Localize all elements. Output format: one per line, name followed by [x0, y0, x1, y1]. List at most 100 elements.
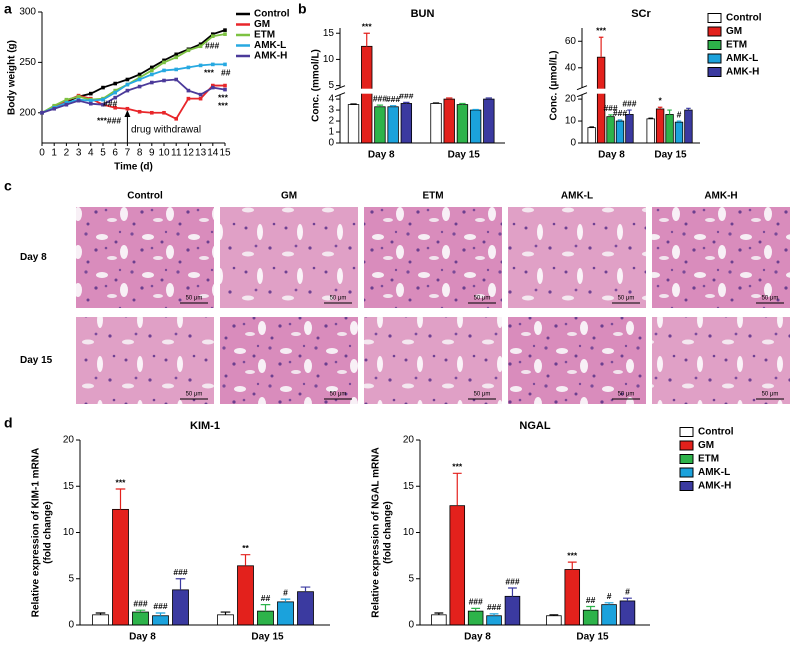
scale-bar-label: 50 μm	[186, 296, 203, 302]
point	[162, 60, 166, 65]
error-bar	[446, 97, 453, 100]
point	[223, 32, 227, 36]
legend-swatch	[707, 53, 722, 64]
legend-swatch	[707, 26, 722, 37]
x-tick-label: Day 8	[129, 632, 156, 643]
chart-title: NGAL	[519, 420, 550, 432]
panel-label: a	[4, 1, 12, 17]
chart-title: SCr	[631, 8, 651, 20]
bar	[132, 611, 149, 626]
column-label: AMK-H	[704, 191, 737, 202]
point	[186, 48, 191, 53]
error-bar	[135, 609, 146, 613]
histology-image	[220, 317, 358, 404]
error-bar	[567, 561, 577, 570]
error-bar	[686, 107, 691, 111]
point	[52, 103, 56, 108]
point	[211, 85, 215, 90]
significance-mark: ###	[603, 103, 617, 113]
error-bar	[280, 598, 291, 602]
bar	[347, 104, 360, 144]
axis-break	[576, 85, 588, 91]
significance-mark: ###	[133, 598, 147, 608]
column-label: ETM	[422, 191, 443, 202]
point	[150, 110, 154, 115]
significance-mark: ***	[452, 462, 463, 472]
y-tick-label: 20	[63, 435, 75, 446]
x-tick-label: 4	[88, 148, 94, 159]
legend-label: Control	[698, 427, 734, 438]
y-tick-label: 40	[565, 62, 577, 73]
legend-swatch	[707, 40, 722, 50]
y-tick-label: 10	[63, 527, 75, 538]
bar	[582, 609, 599, 626]
y-axis-label: Relative expression of KIM-1 mRNA	[31, 448, 42, 618]
bar	[297, 591, 314, 626]
point	[211, 62, 215, 67]
error-bar	[485, 97, 492, 100]
annotation: ***	[218, 92, 229, 102]
bar	[655, 108, 665, 144]
significance-mark: ###	[373, 93, 387, 103]
point	[101, 97, 105, 102]
line-series	[41, 78, 226, 114]
point	[211, 83, 215, 88]
x-tick-label: 0	[39, 148, 45, 159]
error-bar	[459, 102, 466, 105]
panel-label: c	[4, 178, 12, 194]
error-bar	[608, 114, 613, 117]
x-tick-label: 1	[51, 148, 57, 159]
y-tick-label: 3	[328, 105, 334, 116]
annotation: ###	[205, 40, 219, 50]
point	[125, 88, 130, 93]
annotation: ***	[218, 100, 229, 110]
point	[186, 65, 191, 70]
bar	[684, 109, 693, 144]
bar	[374, 106, 386, 144]
bar	[467, 610, 484, 626]
point	[150, 68, 154, 73]
point	[64, 102, 69, 107]
axis-break	[334, 92, 346, 98]
y-axis-label: Conc. (mmol/L)	[311, 49, 322, 122]
point	[137, 84, 142, 89]
annotation: ###	[103, 98, 117, 108]
x-tick-label: 9	[149, 148, 155, 159]
y-tick-label: 300	[19, 7, 36, 18]
error-bar	[627, 109, 632, 115]
column-label: GM	[281, 191, 297, 202]
line-series	[41, 29, 226, 114]
point	[125, 77, 130, 82]
axis-break	[334, 85, 346, 91]
row-label: Day 15	[20, 355, 53, 366]
point	[174, 67, 178, 72]
significance-mark: ###	[487, 602, 501, 612]
y-tick-label: 10	[565, 116, 577, 127]
significance-mark: #	[607, 591, 612, 601]
panel-label: d	[4, 415, 13, 431]
point	[211, 32, 215, 36]
arrow-head	[124, 110, 131, 117]
bar	[546, 615, 562, 626]
x-tick-label: 5	[100, 148, 106, 159]
legend-label: GM	[726, 26, 742, 37]
significance-mark: ###	[153, 601, 167, 611]
legend-swatch	[679, 454, 694, 464]
point	[40, 110, 44, 115]
bar	[469, 109, 482, 144]
point	[223, 62, 227, 67]
bar	[564, 569, 581, 626]
point	[162, 58, 166, 63]
significance-mark: ##	[261, 593, 271, 603]
point	[162, 78, 166, 83]
point	[113, 90, 117, 95]
error-bar	[598, 36, 604, 58]
point	[223, 28, 227, 32]
point	[64, 100, 69, 105]
bar	[400, 103, 413, 144]
point	[150, 72, 154, 77]
point	[198, 42, 203, 47]
x-tick-label: Day 15	[576, 632, 609, 643]
histology-image	[508, 317, 646, 404]
